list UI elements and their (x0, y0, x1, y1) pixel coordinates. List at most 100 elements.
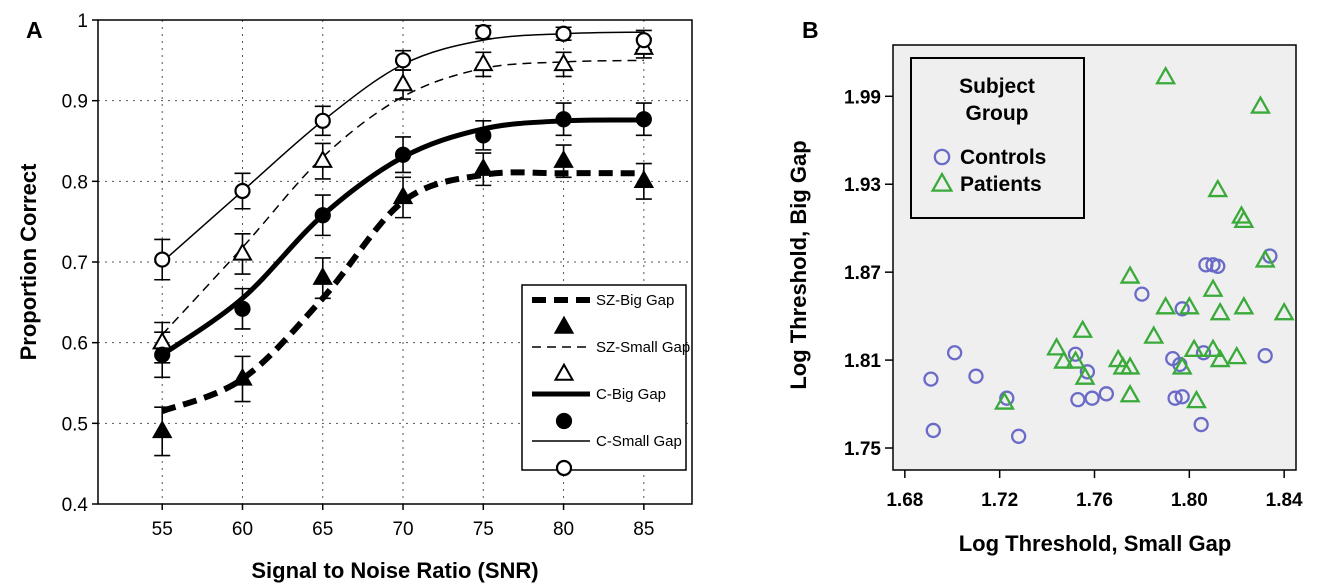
sz-small-gap-legend-label: SZ-Small Gap (596, 339, 690, 356)
controls-point (1084, 390, 1100, 406)
c-big-gap-point (555, 111, 572, 128)
sz-small-gap-point (553, 53, 574, 72)
sz-small-gap-point (232, 242, 253, 261)
panel-a-x-tick-label: 60 (232, 519, 253, 540)
sz-big-gap-fit-line (161, 169, 644, 415)
controls-point (1174, 389, 1190, 405)
panel-a-x-tick-label: 70 (392, 519, 413, 540)
sz-big-gap-point (232, 367, 253, 386)
controls-point (1210, 258, 1226, 274)
panel-a-y-tick-label: 1 (77, 11, 88, 32)
panel-b-x-tick-label: 1.72 (981, 490, 1018, 511)
c-big-gap-legend-label: C-Big Gap (596, 386, 666, 403)
controls-point (1174, 301, 1190, 317)
panel-b-x-tick-label: 1.80 (1171, 490, 1208, 511)
patients-point (1074, 366, 1096, 385)
c-small-gap-point (234, 182, 251, 200)
patients-point (1233, 295, 1255, 315)
panel-a-y-tick-label: 0.7 (62, 253, 88, 274)
patients-point (1119, 356, 1141, 375)
c-big-gap-point (314, 207, 331, 224)
panel-a-x-axis-label: Signal to Noise Ratio (SNR) (251, 558, 538, 583)
panel-b-x-tick-label: 1.76 (1076, 490, 1113, 511)
controls-point (1010, 428, 1027, 444)
sz-small-gap-point (312, 149, 333, 168)
panel-a-x-tick-label: 75 (473, 519, 494, 540)
patients-point (1065, 350, 1087, 369)
sz-small-gap-point (473, 53, 494, 72)
panel-b-x-tick-label: 1.68 (886, 490, 923, 511)
panel-a-y-tick-label: 0.9 (62, 92, 88, 113)
patients-point (1053, 350, 1075, 369)
panel-a-y-tick-label: 0.6 (62, 334, 88, 355)
patients-legend-marker (930, 171, 954, 192)
panel-a-markers (151, 23, 655, 439)
panel-a-legend-box (521, 284, 687, 471)
c-big-gap-point (394, 146, 412, 163)
controls-point (1195, 345, 1212, 361)
patients-point (1202, 278, 1224, 297)
panel-a-y-axis-label: Proportion Correct (16, 163, 41, 360)
controls-point (1167, 390, 1183, 406)
panel-a-x-tick-label: 85 (633, 519, 654, 540)
sz-big-gap-legend-label: SZ-Big Gap (596, 292, 674, 309)
sz-big-gap-point (633, 170, 655, 189)
sz-big-gap-point (392, 186, 414, 205)
c-small-gap-point (154, 251, 171, 268)
panel-b-x-tick-label: 1.84 (1266, 490, 1303, 511)
panel-b-y-tick-label: 1.87 (844, 263, 881, 284)
panel-b-y-tick-label: 1.99 (844, 87, 881, 108)
sz-big-gap-point (553, 149, 574, 168)
panel-b-legend-title-line-2: Group (966, 102, 1029, 125)
patients-point (1202, 338, 1224, 357)
c-big-gap-point (154, 346, 171, 363)
patients-point (1119, 265, 1141, 284)
controls-point (1134, 286, 1150, 302)
controls-point (968, 368, 984, 384)
controls-point (925, 422, 941, 439)
controls-legend-label: Controls (960, 146, 1046, 169)
panel-b-y-tick-label: 1.93 (844, 175, 881, 196)
sz-big-gap-legend-marker (553, 315, 575, 334)
controls-point (1067, 346, 1084, 362)
panel-b-y-tick-label: 1.75 (844, 439, 881, 460)
sz-big-gap-point (312, 266, 333, 285)
controls-point (1098, 386, 1115, 402)
c-big-gap-point (635, 111, 652, 128)
patients-point (1178, 295, 1200, 315)
patients-point (1155, 65, 1177, 85)
sz-small-gap-point (151, 331, 173, 350)
patients-point (1249, 95, 1271, 114)
c-small-gap-point (314, 112, 331, 129)
panel-a-legend: SZ-Big Gap SZ-Small Gap C-Big Gap C-Small G… (521, 284, 690, 477)
sz-small-gap-point (392, 73, 414, 92)
controls-point (1070, 392, 1086, 408)
controls-point (946, 345, 963, 361)
panel-a-x-tick-label: 80 (553, 519, 574, 540)
panel-a-y-tick-label: 0.8 (62, 172, 88, 193)
sz-big-gap-point (473, 157, 494, 176)
controls-point (923, 371, 939, 387)
c-small-gap-point (555, 25, 572, 42)
panel-b-legend: Subject Group Controls Patients (910, 57, 1085, 219)
patients-point (1273, 301, 1295, 321)
patients-point (1209, 348, 1231, 368)
patients-point (1207, 178, 1229, 198)
patients-point (1119, 383, 1141, 403)
c-small-gap-legend-label: C-Small Gap (596, 433, 682, 450)
c-small-gap-point (635, 32, 652, 49)
controls-point (999, 390, 1015, 406)
c-small-gap-point (394, 52, 412, 69)
panel-a-x-tick-label: 55 (152, 519, 173, 540)
patients-point (1226, 345, 1248, 365)
c-big-gap-point (475, 127, 492, 144)
patients-point (1254, 249, 1276, 268)
patients-point (1183, 338, 1205, 357)
c-small-gap-legend-marker (555, 459, 573, 477)
controls-point (1079, 364, 1096, 380)
patients-legend-label: Patients (960, 173, 1042, 196)
patients-point (1143, 325, 1165, 344)
panel-b-ticks: 1.68 1.72 1.76 1.80 1.84 1.75 1.81 1.87 1.93 1.99 (844, 87, 1303, 511)
controls-legend-marker (933, 148, 951, 166)
panel-b-y-tick-label: 1.81 (844, 351, 881, 372)
